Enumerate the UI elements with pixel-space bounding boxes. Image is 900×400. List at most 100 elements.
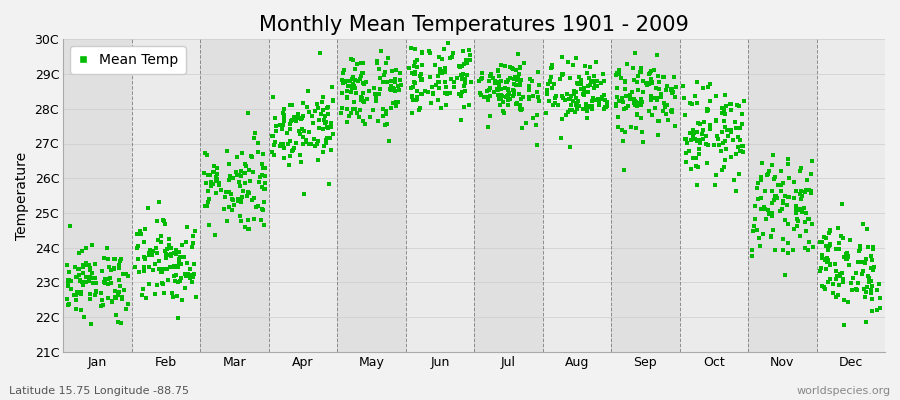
Point [404,45,419,52]
Point [363,114,377,120]
Point [788,226,802,232]
Point [583,64,598,70]
Point [761,210,776,217]
Point [85,275,99,282]
Point [663,86,678,92]
Point [324,147,338,154]
Point [587,79,601,86]
Point [716,118,731,125]
Point [392,77,407,83]
Point [94,302,108,309]
Point [166,264,181,270]
Point [178,239,193,245]
Point [282,162,296,168]
Point [860,319,874,326]
Bar [816,39,885,352]
Point [231,172,246,178]
Point [318,113,332,120]
Point [209,174,223,180]
Point [820,254,834,261]
Point [692,121,706,128]
Point [640,82,654,89]
Point [735,148,750,155]
Bar [63,39,131,352]
Point [326,98,340,104]
Point [435,70,449,76]
Point [441,40,455,46]
Point [372,91,386,97]
Point [437,90,452,97]
Point [457,104,472,110]
Point [440,91,454,97]
Point [526,115,541,122]
Point [563,106,578,113]
Point [180,271,194,277]
Point [544,74,558,80]
Point [579,103,593,109]
Point [610,70,625,76]
Point [221,189,236,195]
Point [665,107,680,113]
Point [426,90,440,96]
Point [829,246,843,252]
Point [407,71,421,78]
Point [207,169,221,176]
Point [177,285,192,291]
Point [500,97,515,103]
Point [336,80,350,87]
Point [438,84,453,90]
Point [595,96,609,102]
Point [412,73,427,79]
Point [226,196,240,203]
Point [289,118,303,124]
Point [344,110,358,116]
Point [212,182,226,188]
Point [209,190,223,197]
Point [457,88,472,94]
Point [630,103,644,110]
Point [378,68,392,75]
Point [543,98,557,104]
Point [178,239,193,245]
Point [582,104,597,110]
Point [175,296,189,303]
Point [644,93,659,99]
Point [252,179,266,186]
Point [636,139,651,146]
Point [572,103,587,109]
Point [268,115,283,121]
Point [592,101,607,108]
Point [789,188,804,194]
Point [456,83,471,89]
Point [415,49,429,55]
Point [67,292,81,298]
Point [856,268,870,274]
Point [851,279,866,286]
Point [598,103,612,110]
Point [184,279,199,285]
Point [162,242,176,248]
Point [143,247,157,253]
Point [794,196,808,202]
Point [299,139,313,145]
Point [780,155,795,162]
Point [418,88,432,94]
Point [302,109,316,115]
Point [587,85,601,91]
Point [176,242,190,248]
Point [556,95,571,101]
Point [511,90,526,97]
Point [716,105,731,111]
Point [586,94,600,101]
Point [88,279,103,286]
Point [789,210,804,216]
Point [833,233,848,239]
Point [357,98,372,105]
Point [522,94,536,100]
Point [781,221,796,228]
Point [198,202,212,209]
Point [383,83,398,90]
Point [75,278,89,285]
Point [817,234,832,240]
Point [460,72,474,78]
